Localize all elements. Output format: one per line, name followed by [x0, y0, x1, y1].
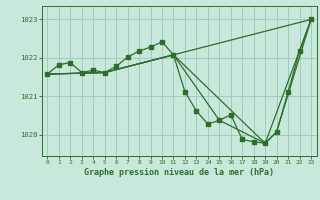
X-axis label: Graphe pression niveau de la mer (hPa): Graphe pression niveau de la mer (hPa) [84, 168, 274, 177]
